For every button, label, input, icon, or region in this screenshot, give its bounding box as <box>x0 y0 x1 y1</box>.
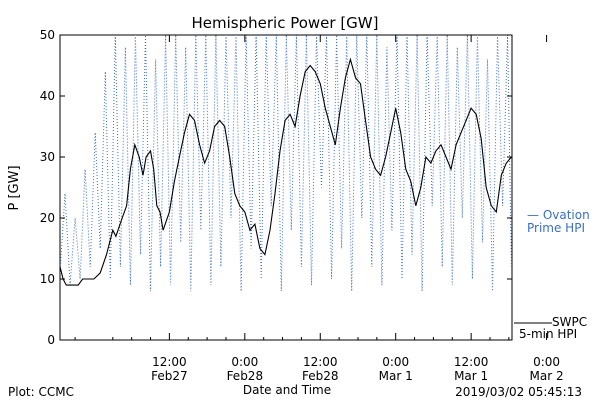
legend-swpc-line2: 5-min HPI <box>519 327 577 341</box>
footer-left: Plot: CCMC <box>8 385 74 399</box>
y-tick-label-3: 30 <box>40 150 55 164</box>
x-tick-time-0: 12:00 <box>152 355 187 369</box>
series-line-series-ovation <box>60 35 512 292</box>
x-tick-date-4: Mar 1 <box>454 369 488 383</box>
footer-right: 2019/03/02 05:45:13 <box>455 385 582 399</box>
x-tick-date-5: Mar 2 <box>530 369 564 383</box>
y-tick-label-4: 40 <box>40 89 55 103</box>
y-axis-label: P [GW] <box>7 165 22 210</box>
legend-ovation-line1: — Ovation <box>527 208 590 222</box>
x-tick-date-1: Feb28 <box>227 369 264 383</box>
plot-frame <box>59 34 513 341</box>
x-tick-date-0: Feb27 <box>151 369 188 383</box>
x-tick-date-3: Mar 1 <box>379 369 413 383</box>
y-tick-label-2: 20 <box>40 211 55 225</box>
legend-swpc-line1: SWPC <box>552 315 587 329</box>
x-axis-label: Date and Time <box>243 383 331 397</box>
x-tick-time-4: 12:00 <box>454 355 489 369</box>
chart-title: Hemispheric Power [GW] <box>192 14 379 32</box>
y-tick-label-1: 10 <box>40 272 55 286</box>
x-tick-time-2: 12:00 <box>303 355 338 369</box>
legend-ovation-line2: Prime HPI <box>527 221 585 235</box>
y-tick-label-0: 0 <box>47 333 55 347</box>
y-tick-label-5: 50 <box>40 28 55 42</box>
x-tick-time-3: 0:00 <box>382 355 409 369</box>
x-tick-time-5: 0:00 <box>533 355 560 369</box>
x-tick-date-2: Feb28 <box>302 369 339 383</box>
series-line-series-swpc <box>60 57 512 286</box>
x-tick-time-1: 0:00 <box>231 355 258 369</box>
